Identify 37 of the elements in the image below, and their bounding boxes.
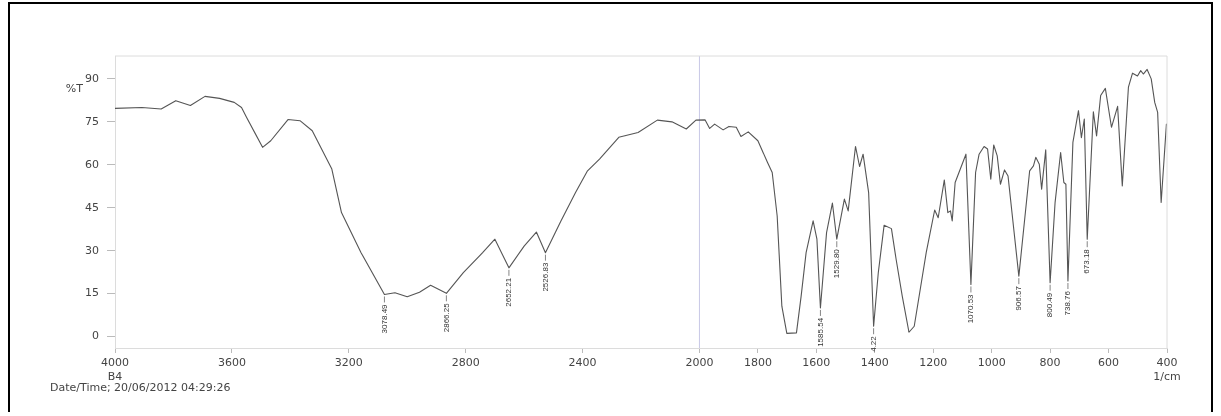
annotation: 1529.80 [831,248,841,279]
annotation: 2526.83 [540,262,550,292]
x-tick-label: 2800 [451,356,480,370]
x-tick-label: 3600 [217,356,246,370]
x-tick-label: 3200 [334,356,363,370]
y-axis-title: %T [65,82,84,96]
text: Date/Time; 20/06/2012 04:29:26 [50,381,231,395]
x-tick-label: 2400 [568,356,597,370]
annotation: 800.49 [1045,292,1055,318]
x-tick-label: 1400 [860,356,889,370]
annotation: 2866.25 [441,302,451,333]
text: B4 [107,370,123,384]
annotation: 738.76 [1063,290,1073,316]
x-tick-label: 600 [1098,356,1120,370]
x-tick-label: 400 [1156,356,1178,370]
annotation: 2652.21 [504,277,514,307]
x-axis-title: 1/cm [1153,370,1181,384]
annotation: 3078.49 [379,303,389,334]
x-tick-label: 1800 [743,356,772,370]
x-tick-label: 1200 [919,356,948,370]
x-tick-label: 4000 [101,356,129,370]
y-tick-label: 60 [85,157,99,171]
annotation: 673.18 [1082,248,1092,274]
y-tick-label: 15 [85,286,99,300]
y-tick-label: 75 [85,114,99,128]
x-tick-label: 1600 [802,356,831,370]
y-tick-label: 30 [85,243,99,257]
x-tick-label: 2000 [685,356,714,370]
annotation: 1070.53 [966,293,976,324]
annotation: 906.57 [1014,285,1024,311]
x-tick-label: 800 [1039,356,1061,370]
x-tick-label: 1000 [977,356,1006,370]
annotation: 4.22 [868,335,878,352]
y-tick-label: 90 [85,71,99,85]
annotation: 1585.54 [815,317,825,347]
y-tick-label: 0 [92,329,99,343]
y-tick-label: 45 [85,200,99,214]
